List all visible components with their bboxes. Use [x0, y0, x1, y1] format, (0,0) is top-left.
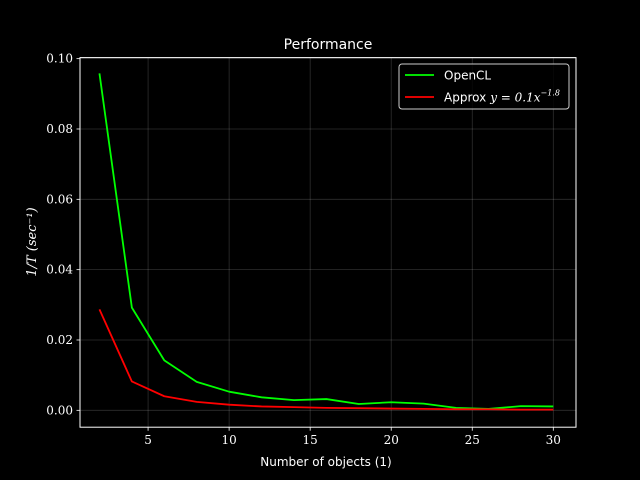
x-tick-label: 30 [546, 433, 561, 447]
chart-title: Performance [284, 37, 373, 53]
legend-label-approx: Approx y = 0.1x−1.8 [444, 89, 560, 105]
ticks-layer: 5 10 15 20 25 30 0.00 0.02 0.04 0.06 0.08 0.10 [46, 52, 561, 448]
lines-layer [98, 73, 554, 411]
x-tick-label: 10 [221, 433, 236, 447]
legend-label-opencl: OpenCL [444, 69, 491, 83]
legend-label-approx-name: Approx [444, 91, 486, 105]
legend-label-approx-formula: y = 0.1x [489, 91, 541, 105]
y-tick-label: 0.04 [46, 263, 73, 277]
y-tick-label: 0.00 [46, 403, 73, 417]
x-axis-label: Number of objects (1) [260, 455, 391, 469]
axes-frame [79, 57, 577, 428]
x-tick-label: 25 [465, 433, 480, 447]
x-tick-label: 20 [384, 433, 399, 447]
y-tick-label: 0.02 [46, 333, 73, 347]
series-line-approx [98, 309, 554, 411]
legend-box [398, 63, 570, 110]
legend: OpenCL Approx y = 0.1x−1.8 [398, 63, 570, 110]
legend-label-approx-exponent: −1.8 [541, 89, 560, 98]
y-tick-label: 0.06 [46, 192, 73, 206]
y-tick-label: 0.08 [46, 122, 73, 136]
grid-layer [80, 57, 576, 428]
y-axis-label: 1/T (sec⁻¹) [25, 207, 40, 276]
y-tick-label: 0.10 [46, 52, 73, 66]
x-tick-label: 5 [144, 433, 152, 447]
x-tick-label: 15 [303, 433, 318, 447]
